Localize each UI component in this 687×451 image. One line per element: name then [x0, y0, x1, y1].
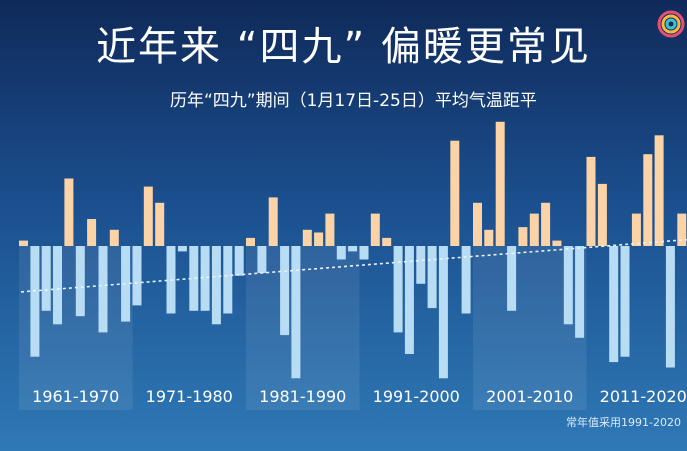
bar-1966	[75, 246, 85, 317]
bar-1968	[98, 246, 108, 333]
bar-1988	[325, 213, 335, 246]
decade-band	[246, 246, 360, 410]
bar-1984	[280, 246, 290, 336]
bar-2001	[473, 202, 482, 246]
decade-label: 1991-2000	[373, 387, 460, 406]
trend-line	[20, 238, 687, 293]
bar-1996	[416, 246, 426, 284]
bar-1969	[109, 229, 119, 246]
bar-2018	[665, 246, 675, 368]
bar-1965	[64, 178, 74, 246]
bar-1977	[200, 246, 210, 311]
bar-2011	[586, 156, 596, 246]
bar-1986	[302, 229, 312, 246]
bar-1998	[438, 246, 448, 379]
decade-label: 2001-2010	[486, 387, 573, 406]
bar-2016	[643, 154, 653, 246]
bar-2004	[507, 246, 517, 311]
logo-icon	[657, 10, 685, 38]
decade-label: 1961-1970	[32, 387, 119, 406]
decade-label: 1981-1990	[259, 387, 346, 406]
bar-1989	[336, 246, 346, 260]
bar-1967	[87, 219, 97, 246]
bar-2007	[541, 202, 551, 246]
bar-1993	[382, 237, 392, 246]
bar-1980	[234, 246, 244, 276]
bar-1995	[404, 246, 414, 354]
bar-1976	[189, 246, 199, 311]
bar-1991	[359, 246, 369, 260]
bar-1997	[427, 246, 437, 309]
bar-2015	[631, 213, 641, 246]
bar-2014	[620, 246, 630, 357]
bar-1987	[314, 232, 324, 246]
chart-title: 近年来 “四九” 偏暖更常见	[96, 24, 591, 70]
bar-1999	[450, 140, 460, 246]
bar-2019	[677, 213, 687, 246]
bar-1963	[41, 246, 51, 311]
bar-2003	[495, 121, 505, 246]
bar-2013	[609, 246, 619, 363]
bar-1972	[143, 186, 153, 246]
bar-2005	[518, 227, 528, 246]
chart-subtitle: 历年“四九”期间（1月17日-25日）平均气温距平	[170, 91, 537, 111]
bar-1978	[211, 246, 221, 325]
bar-1982	[257, 246, 267, 273]
bar-2008	[552, 240, 562, 246]
bar-1964	[53, 246, 62, 325]
bar-1985	[291, 246, 301, 379]
bar-2009	[563, 246, 573, 325]
bar-1990	[348, 246, 358, 252]
bar-1979	[223, 246, 233, 314]
bar-2006	[529, 213, 539, 246]
bar-2012	[597, 183, 607, 246]
bar-1971	[132, 246, 142, 306]
bar-2002	[484, 229, 494, 246]
decade-label: 2011-2020	[600, 387, 687, 406]
bar-1973	[155, 202, 165, 246]
bar-2010	[575, 246, 585, 338]
bar-1994	[393, 246, 403, 333]
bar-1992	[370, 213, 380, 246]
bar-2000	[461, 246, 471, 314]
bar-1962	[30, 246, 40, 357]
bar-1981	[246, 237, 255, 246]
bar-2017	[654, 135, 664, 246]
decade-label: 1971-1980	[146, 387, 233, 406]
footnote: 常年值采用1991-2020	[566, 416, 681, 429]
bar-1983	[268, 197, 278, 246]
bar-1961	[19, 240, 28, 246]
bar-1975	[177, 246, 187, 252]
